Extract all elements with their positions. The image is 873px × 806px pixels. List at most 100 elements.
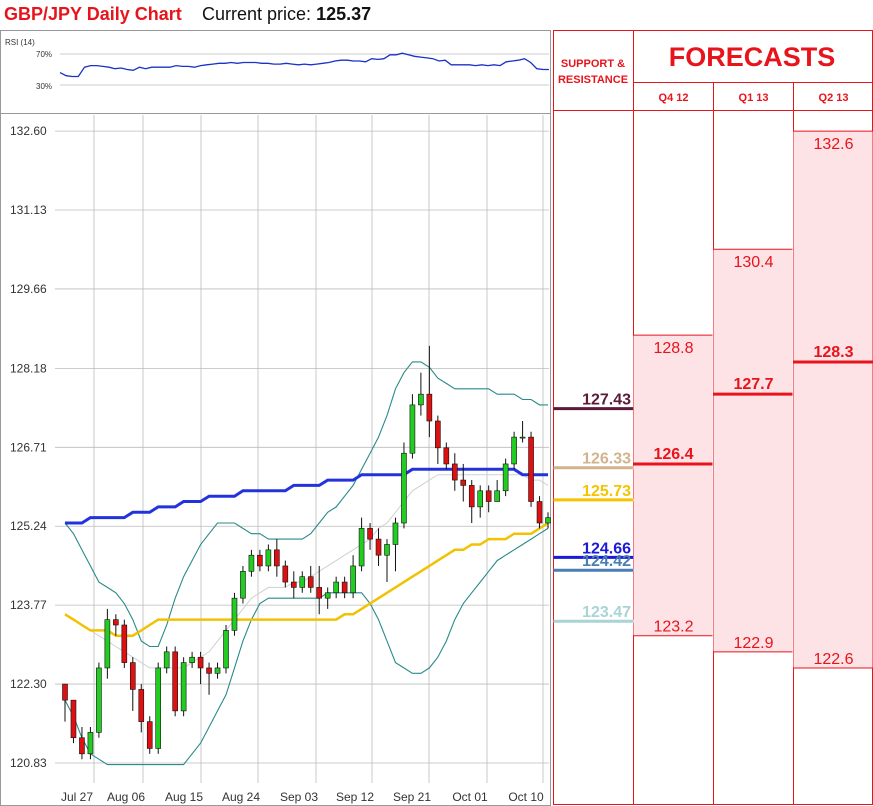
y-tick-label: 123.77: [10, 598, 47, 612]
y-axis-ticks: 132.60 131.13 129.66 128.18 126.71 125.24 123.…: [10, 124, 47, 770]
candle-body: [460, 479, 467, 486]
candle-body: [121, 624, 128, 663]
candle-body: [104, 619, 111, 669]
candle-body: [248, 554, 255, 572]
candle-body: [79, 737, 85, 755]
candle-body: [511, 436, 517, 465]
forecasts-title: FORECASTS: [669, 42, 836, 72]
candle-body: [138, 689, 145, 722]
candle-body: [197, 656, 204, 669]
x-axis-ticks: Jul 27 Aug 06 Aug 15 Aug 24 Sep 03 Sep 12 Sep …: [61, 790, 544, 804]
sr-level-value: 125.73: [582, 483, 631, 500]
candle-body: [189, 656, 195, 663]
forecast-mid-value: 128.3: [813, 344, 853, 361]
candle-body: [180, 662, 187, 712]
candle-body: [333, 581, 339, 594]
candle-body: [240, 571, 246, 599]
y-tick-label: 125.24: [10, 519, 47, 533]
candle-body: [418, 393, 424, 406]
rsi-30-label: 30%: [36, 82, 52, 91]
rsi-label: RSI (14): [5, 38, 35, 47]
sr-level-value: 127.43: [582, 392, 631, 409]
forecast-range: [713, 249, 793, 652]
forecast-low-value: 123.2: [653, 619, 693, 636]
candle-body: [282, 565, 289, 583]
candle-body: [257, 554, 263, 567]
candle-body: [367, 528, 373, 540]
candle-body: [96, 667, 102, 733]
candle-body: [409, 404, 416, 454]
candle-body: [477, 490, 484, 508]
candle-body: [536, 501, 543, 524]
x-tick-label: Oct 01: [452, 790, 488, 804]
candle-body: [155, 667, 162, 749]
candle-body: [485, 490, 492, 502]
sr-level-value: 124.42: [582, 553, 631, 570]
forecast-columns: Q4 12 128.8 126.4 123.2 Q1 13 130.4 127.7 122.9…: [633, 92, 873, 669]
candle-body: [392, 522, 399, 545]
candle-body: [435, 420, 441, 449]
y-tick-label: 131.13: [10, 203, 47, 217]
candle-body: [494, 490, 500, 502]
y-tick-label: 129.66: [10, 282, 47, 296]
candle-body: [163, 651, 170, 669]
price-prefix: Current price:: [202, 4, 312, 24]
candle-body: [443, 447, 450, 465]
x-tick-label: Sep 12: [336, 790, 374, 804]
rsi-panel: [0, 30, 551, 114]
sr-level-value: 123.47: [582, 604, 631, 621]
candle-body: [358, 528, 365, 567]
candle-body: [502, 463, 509, 492]
forecast-high-value: 128.8: [653, 340, 693, 357]
y-tick-label: 120.83: [10, 756, 47, 770]
price-panel: [0, 113, 551, 806]
candle-body: [223, 630, 229, 669]
candle-body: [129, 662, 136, 690]
candles: [62, 345, 551, 760]
candle-body: [214, 667, 221, 674]
candle-body: [307, 576, 314, 588]
rsi-line: [59, 52, 549, 78]
x-tick-label: Sep 21: [393, 790, 431, 804]
candle-body: [274, 549, 280, 567]
candle-body: [87, 732, 94, 755]
y-tick-label: 128.18: [10, 361, 47, 375]
bb-lower-line: [64, 527, 549, 766]
sr-level-value: 124.66: [582, 540, 631, 557]
forecast-low-value: 122.9: [733, 635, 773, 652]
x-tick-label: Sep 03: [280, 790, 318, 804]
forecast-mid-value: 127.7: [733, 376, 773, 393]
forecast-high-value: 130.4: [733, 254, 773, 271]
candle-body: [451, 463, 458, 481]
candle-body: [62, 683, 68, 701]
forecast-high-value: 132.6: [813, 136, 853, 153]
candle-body: [468, 485, 475, 508]
candle-body: [375, 538, 382, 556]
x-tick-label: Aug 06: [107, 790, 145, 804]
candle-body: [113, 619, 119, 626]
y-tick-label: 122.30: [10, 677, 47, 691]
grid: [55, 115, 549, 783]
candle-body: [146, 721, 153, 749]
forecast-col-label: Q4 12: [659, 92, 689, 104]
indicator-lines: [64, 361, 549, 766]
x-tick-label: Jul 27: [61, 790, 93, 804]
bb-mid-line: [64, 474, 549, 669]
forecast-range: [793, 131, 873, 668]
rsi-70-label: 70%: [36, 50, 52, 59]
candle-body: [265, 549, 272, 567]
y-tick-label: 132.60: [10, 124, 47, 138]
sr-level-value: 126.33: [582, 451, 631, 468]
candle-body: [426, 393, 433, 422]
candle-body: [519, 436, 526, 439]
chart-title: GBP/JPY Daily Chart: [4, 4, 182, 24]
forecast-col-label: Q2 13: [819, 92, 849, 104]
candle-body: [384, 544, 390, 556]
candle-body: [231, 597, 238, 631]
price-value: 125.37: [316, 4, 372, 24]
candle-body: [528, 436, 534, 502]
x-tick-label: Aug 15: [165, 790, 203, 804]
forecast-table: SUPPORT & RESISTANCE FORECASTS Q4 12 128.…: [553, 30, 873, 805]
candle-body: [70, 699, 77, 739]
